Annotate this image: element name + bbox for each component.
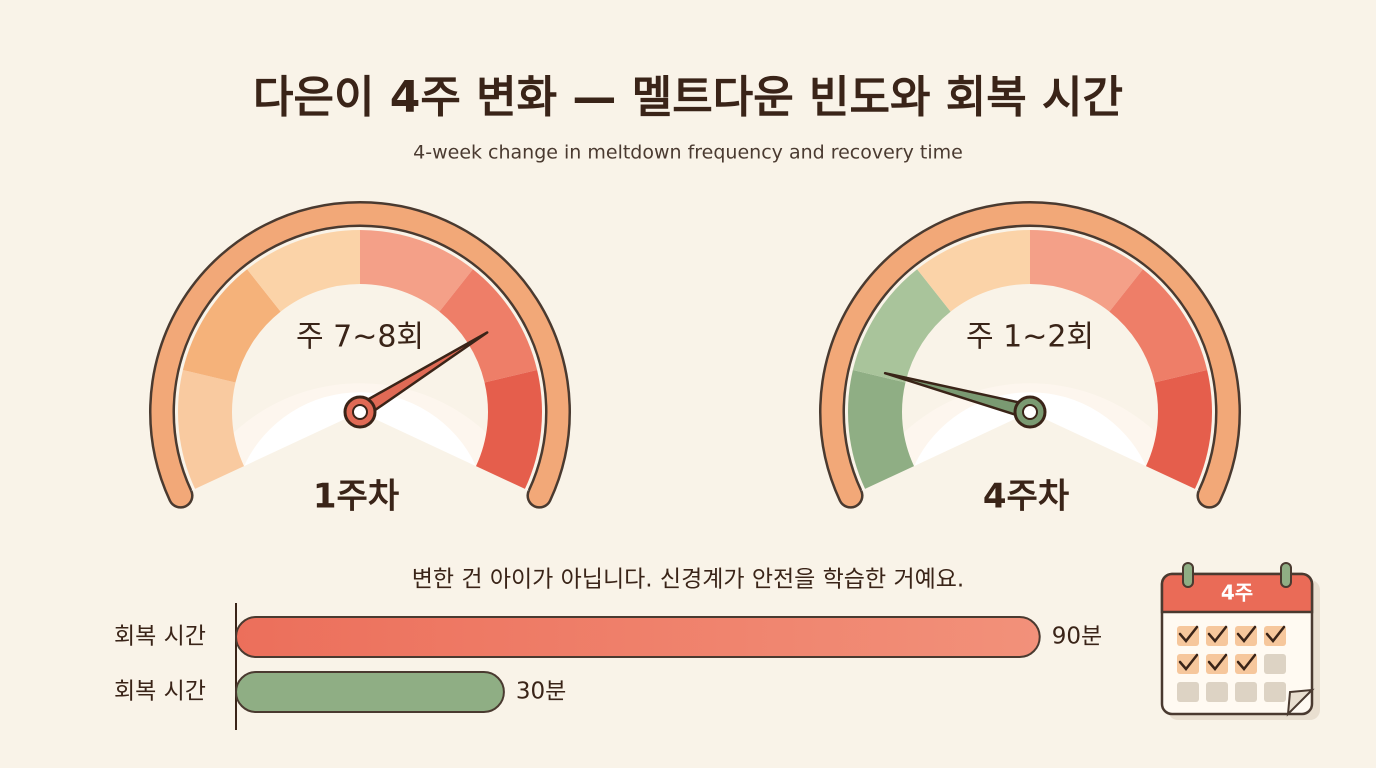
gauges: 주 7~8회 1주차 주 1~2회 4주차 [149,201,1241,517]
gauge-segment [852,269,951,383]
gauge-segment [476,370,542,489]
title: 다은이 4주 변화 — 멜트다운 빈도와 회복 시간 [253,72,1123,123]
calendar-icon: 4주 [1160,562,1320,720]
calendar-check [1178,625,1199,643]
gauge-segment [1146,370,1212,489]
category-label: 회복 시간 [114,679,206,705]
calendar-check [1207,625,1228,643]
calendar-cell [1264,682,1286,702]
gauge-face [191,383,529,491]
gauge-label: 주 1~2회 [966,320,1094,355]
calendar-check [1236,625,1257,643]
gauge-segment [847,370,914,489]
subtitle: 4-week change in meltdown frequency and … [413,142,963,164]
gauge-label: 주 7~8회 [296,320,424,355]
calendar-check [1178,653,1199,671]
category-label: 회복 시간 [114,624,206,650]
calendar-label: 4주 [1221,581,1253,605]
gauge-segment [1109,269,1208,383]
gauge-segment [182,269,281,383]
gauge-segment [178,370,244,489]
gauge-rim [821,203,1239,507]
calendar-check [1265,625,1286,643]
gauge-center [243,392,477,467]
gauge-center [913,392,1147,467]
gauge-segment [1030,230,1143,312]
value-label: 90분 [1052,624,1102,650]
week-label: 1주차 [313,477,399,517]
gauge-pivot-hole [1022,404,1038,420]
gauge-segment [360,230,473,312]
calendar-check [1207,653,1228,671]
calendar-cell [1235,682,1257,702]
gauge-rim [151,203,569,507]
value-label: 30분 [516,679,566,705]
calendar-check [1236,653,1257,671]
bar [235,616,1041,658]
caption: 변한 건 아이가 아닙니다. 신경계가 안전을 학습한 거예요. [412,567,964,593]
gauge-face [861,383,1199,491]
calendar-cell [1264,654,1286,674]
bar [235,671,505,713]
gauge-pivot-hole [352,404,368,420]
gauge-segment [247,230,360,312]
gauge-segment [917,230,1030,312]
gauge-segment [439,269,538,383]
calendar-cell [1177,682,1199,702]
week-label: 4주차 [983,477,1069,517]
calendar-cell [1206,682,1228,702]
